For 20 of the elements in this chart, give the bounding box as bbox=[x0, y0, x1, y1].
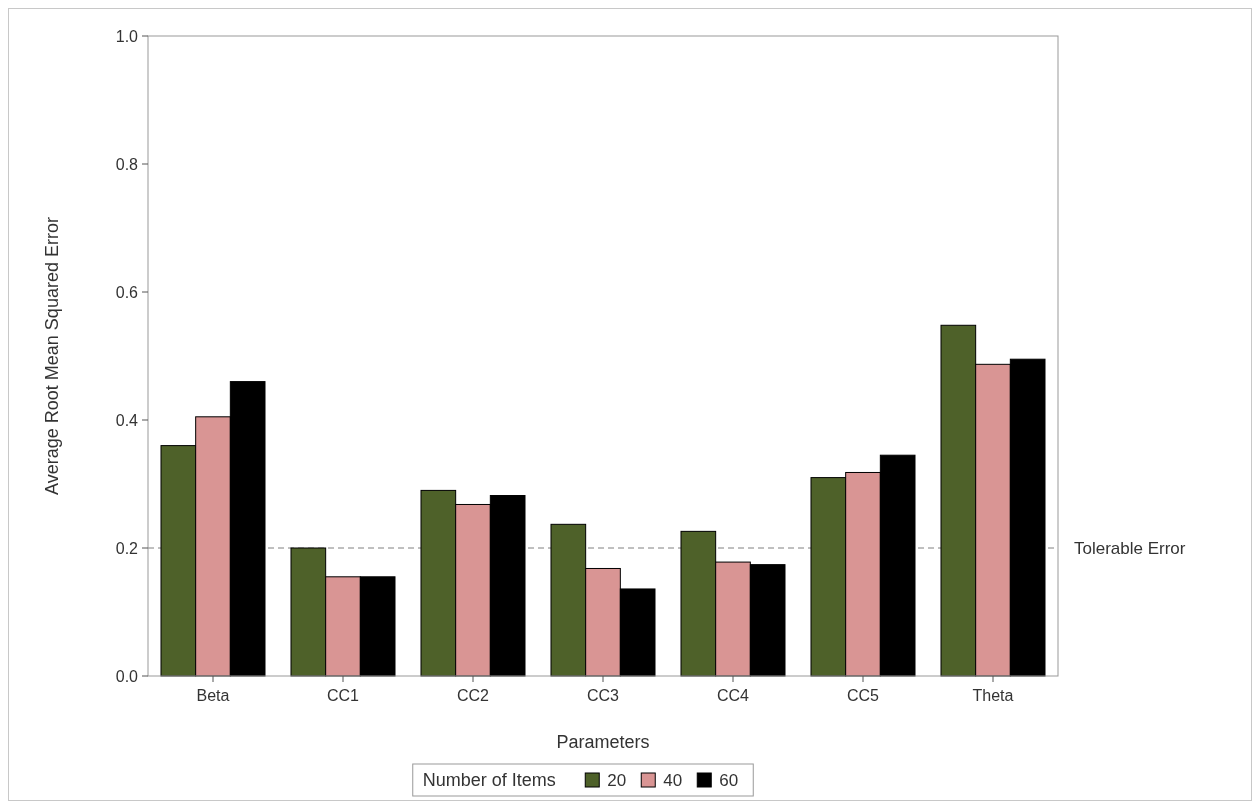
y-tick-label: 0.4 bbox=[115, 411, 139, 429]
x-tick-label: CC5 bbox=[846, 687, 880, 704]
x-tick-label: CC1 bbox=[326, 687, 360, 704]
x-axis-title: Parameters bbox=[556, 732, 650, 752]
legend-label: 20 bbox=[607, 770, 627, 790]
y-tick-label: 0.6 bbox=[115, 283, 139, 301]
legend-title: Number of Items bbox=[422, 770, 556, 791]
legend-label: 40 bbox=[663, 770, 683, 790]
legend-label: 60 bbox=[719, 770, 739, 790]
ref-line-label: Tolerable Error bbox=[1074, 538, 1186, 558]
y-axis-title: Average Root Mean Squared Error bbox=[42, 217, 62, 495]
x-tick-label: CC3 bbox=[586, 687, 620, 704]
y-tick-label: 0.0 bbox=[115, 667, 139, 685]
x-tick-label: CC4 bbox=[716, 687, 750, 704]
y-tick-label: 0.8 bbox=[115, 155, 139, 173]
x-tick-label: Beta bbox=[196, 687, 230, 704]
x-tick-label: Theta bbox=[972, 687, 1014, 704]
y-tick-label: 1.0 bbox=[115, 27, 139, 45]
x-tick-label: CC2 bbox=[456, 687, 490, 704]
y-tick-label: 0.2 bbox=[115, 539, 139, 557]
